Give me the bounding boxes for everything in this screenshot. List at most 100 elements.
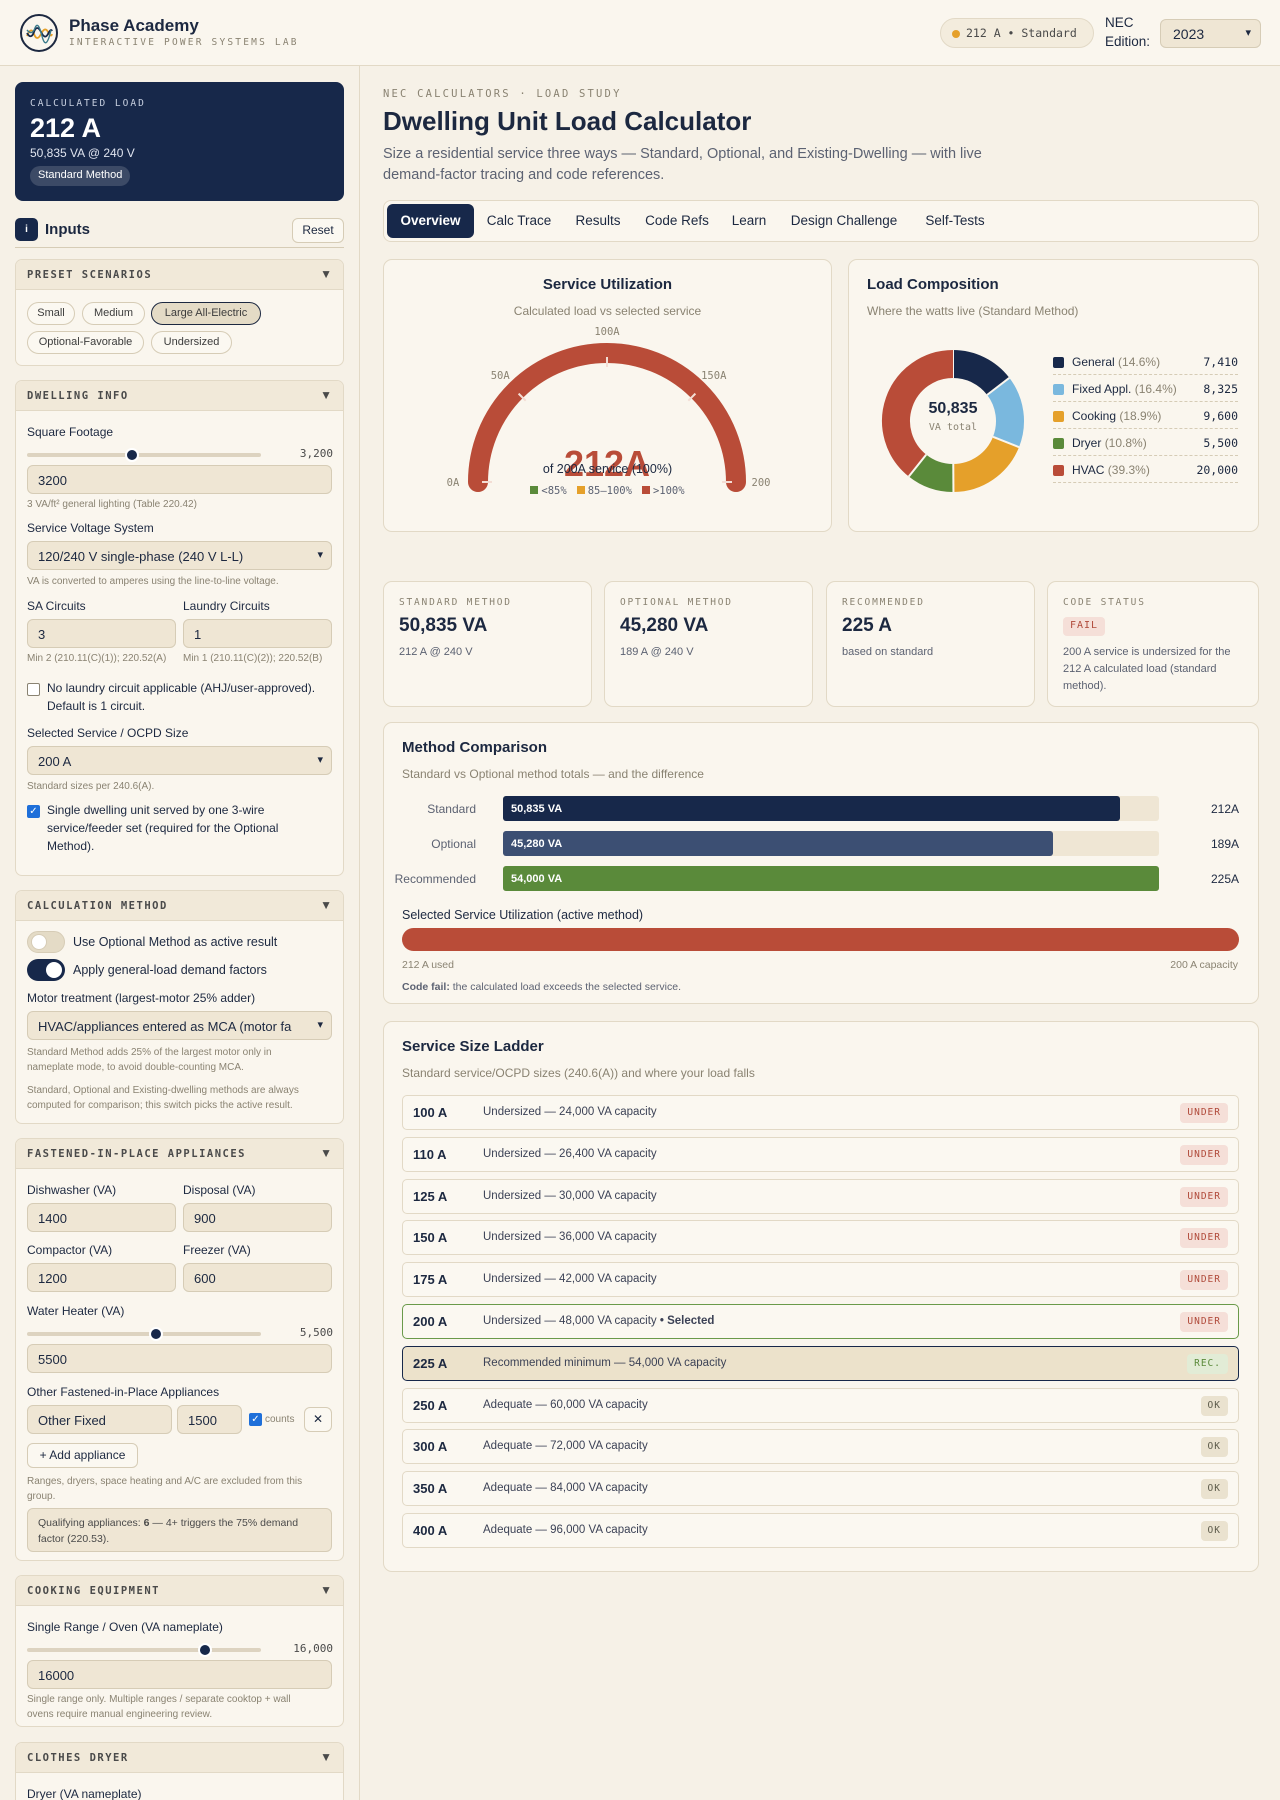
optional-method-toggle[interactable] [27,931,65,953]
sqft-slider-thumb[interactable] [125,448,140,462]
ladder-row[interactable]: 110 A Undersized — 26,400 VA capacity UNDE… [402,1136,1239,1172]
preset-chip-medium[interactable]: Medium [82,302,145,325]
ladder-desc: Undersized — 42,000 VA capacity [483,1273,657,1285]
collapse-caret-icon[interactable]: ▼ [320,898,332,912]
ladder-row[interactable]: 125 A Undersized — 30,000 VA capacity UNDE… [402,1178,1239,1214]
tab-self-tests[interactable]: Self-Tests [925,213,985,228]
service-size-select[interactable]: 200 A ▾ [27,746,332,775]
ladder-row[interactable]: 300 A Adequate — 72,000 VA capacity OK [402,1429,1239,1465]
voltage-select[interactable]: 120/240 V single-phase (240 V L-L) ▾ [27,541,332,570]
disposal-input[interactable]: 900 [183,1203,332,1232]
legend-name: HVAC (39.3%) [1072,463,1150,477]
nec-edition-select[interactable]: 2023 ▾ [1160,19,1261,48]
tab-calc-trace[interactable]: Calc Trace [486,213,552,228]
ladder-row[interactable]: 250 A Adequate — 60,000 VA capacity OK [402,1387,1239,1423]
inputs-header: i Inputs Reset [15,214,344,248]
other-appliance-name-input[interactable]: Other Fixed [27,1405,172,1434]
ladder-row[interactable]: 100 A Undersized — 24,000 VA capacity UNDE… [402,1095,1239,1130]
panel-header[interactable]: DWELLING INFO ▼ [16,381,343,411]
collapse-caret-icon[interactable]: ▼ [320,267,332,281]
tab-code-refs[interactable]: Code Refs [645,213,709,228]
ladder-row[interactable]: 225 A Recommended minimum — 54,000 VA cap… [402,1345,1239,1381]
ladder-row[interactable]: 150 A Undersized — 36,000 VA capacity UNDE… [402,1220,1239,1256]
range-slider[interactable] [27,1648,261,1652]
panel-header[interactable]: FASTENED-IN-PLACE APPLIANCES ▼ [16,1139,343,1169]
qualifying-appliances-note: Qualifying appliances: 6 — 4+ triggers t… [27,1508,332,1552]
no-laundry-checkbox[interactable] [27,683,40,696]
motor-treatment-label: Motor treatment (largest-motor 25% adder… [27,991,256,1005]
freezer-input[interactable]: 600 [183,1263,332,1292]
tab-results[interactable]: Results [575,213,621,228]
tab-learn[interactable]: Learn [731,213,767,228]
range-slider-thumb[interactable] [197,1643,212,1657]
kpi-value: 50,835 VA [399,615,488,636]
gauge-legend-item: 85–100% [576,485,632,497]
collapse-caret-icon[interactable]: ▼ [320,1583,332,1597]
chevron-down-icon: ▾ [317,549,323,561]
ladder-desc-text: Adequate — 72,000 VA capacity [483,1440,648,1453]
reset-button[interactable]: Reset [292,218,344,243]
compactor-input[interactable]: 1200 [27,1263,176,1292]
water-heater-slider[interactable] [27,1332,261,1336]
clothes-dryer-panel: CLOTHES DRYER ▼ Dryer (VA nameplate) [15,1742,344,1800]
single-line2: service/feeder set (required for the Opt… [47,821,279,835]
comparison-title: Method Comparison [402,739,547,756]
single-dwelling-checkbox[interactable]: ✓ [27,805,40,818]
sqft-slider[interactable] [27,453,261,457]
panel-header[interactable]: COOKING EQUIPMENT ▼ [16,1576,343,1606]
ladder-desc-text: Undersized — 24,000 VA capacity [483,1106,657,1118]
remove-appliance-button[interactable]: ✕ [304,1407,332,1432]
ladder-row[interactable]: 400 A Adequate — 96,000 VA capacity OK [402,1513,1239,1548]
preset-chip-large-all-electric[interactable]: Large All-Electric [151,302,261,325]
collapse-caret-icon[interactable]: ▼ [320,1750,332,1764]
ladder-amps: 350 A [413,1481,448,1497]
legend-value: 20,000 [1196,463,1238,477]
preset-chip-undersized[interactable]: Undersized [151,331,232,354]
chevron-down-icon: ▾ [1245,27,1251,39]
other-appliance-va-input[interactable]: 1500 [177,1405,242,1434]
other-appliance-counts-checkbox[interactable]: ✓ [249,1413,262,1426]
panel-header[interactable]: CLOTHES DRYER ▼ [16,1743,343,1773]
dishwasher-input[interactable]: 1400 [27,1203,176,1232]
panel-header[interactable]: CALCULATION METHOD ▼ [16,891,343,921]
ladder-desc: Adequate — 96,000 VA capacity [483,1524,648,1536]
gauge-title: Service Utilization [542,276,673,293]
ladder-row[interactable]: 350 A Adequate — 84,000 VA capacity OK [402,1471,1239,1507]
legend-label: General [1072,355,1115,369]
ladder-amps: 100 A [413,1105,448,1120]
water-heater-input[interactable]: 5500 [27,1344,332,1373]
ladder-row[interactable]: 200 A Undersized — 48,000 VA capacity • S… [402,1304,1239,1339]
method-hint-line2: computed for comparison; this switch pic… [27,1100,293,1111]
motor-hint-line1: Standard Method adds 25% of the largest … [27,1047,272,1058]
sa-circuits-input[interactable]: 3 [27,619,176,648]
preset-chip-small[interactable]: Small [27,302,75,325]
ladder-status-badge: OK [1200,1437,1228,1458]
dryer-label: Dryer (VA nameplate) [27,1787,142,1800]
optional-method-label: Use Optional Method as active result [73,935,278,949]
preset-chip-optional-favorable[interactable]: Optional-Favorable [27,331,144,354]
tab-design-challenge[interactable]: Design Challenge [790,213,898,228]
motor-treatment-select[interactable]: HVAC/appliances entered as MCA (motor fa… [27,1011,332,1040]
main-content: NEC CALCULATORS · LOAD STUDY Dwelling Un… [361,66,1280,1800]
laundry-circuits-input[interactable]: 1 [183,619,332,648]
kpi-sub: based on standard [842,646,934,658]
fail-note: Code fail: the calculated load exceeds t… [402,981,681,993]
dwelling-info-panel: DWELLING INFO ▼ Square Footage 3,200 320… [15,380,344,876]
water-heater-slider-thumb[interactable] [148,1327,163,1341]
composition-legend-row: General (14.6%) 7,410 [1053,353,1238,375]
tab-overview[interactable]: Overview [387,204,474,238]
ladder-row[interactable]: 175 A Undersized — 42,000 VA capacity UNDE… [402,1262,1239,1298]
panel-header[interactable]: PRESET SCENARIOS ▼ [16,260,343,290]
legend-value: 9,600 [1203,409,1238,423]
page-title: Dwelling Unit Load Calculator [383,106,752,136]
fail-note-bold: Code fail: [402,981,450,993]
collapse-caret-icon[interactable]: ▼ [320,1146,332,1160]
sidebar: CALCULATED LOAD 212 A 50,835 VA @ 240 V … [0,66,360,1800]
range-input[interactable]: 16000 [27,1660,332,1689]
demand-factors-toggle[interactable] [27,959,65,981]
add-appliance-button[interactable]: + Add appliance [27,1443,138,1468]
range-slider-value: 16,000 [293,1642,333,1655]
sqft-input[interactable]: 3200 [27,465,332,494]
ladder-desc-text: Undersized — 42,000 VA capacity [483,1273,657,1286]
collapse-caret-icon[interactable]: ▼ [320,388,332,402]
